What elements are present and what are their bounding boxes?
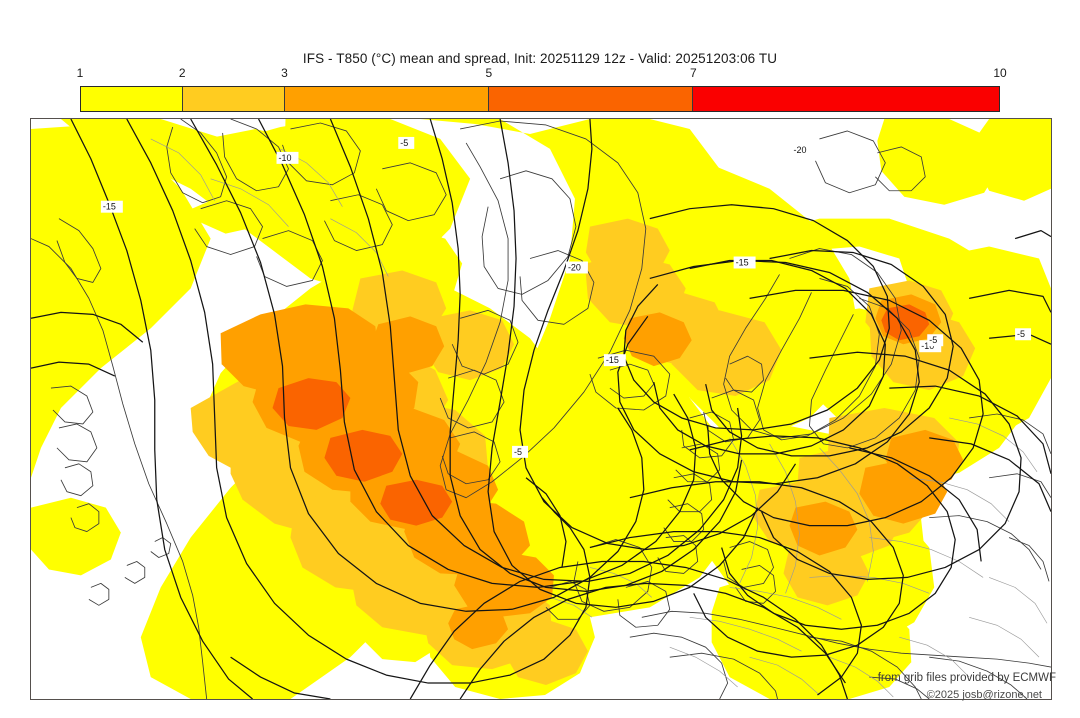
data-source-attribution: from grib files provided by ECMWF: [877, 672, 1056, 684]
contour-labels: -20 -20 -15 -15 -15 -10: [100, 136, 1032, 458]
copyright-attribution: ©2025 josb@rizone.net: [926, 689, 1042, 701]
colorbar-tick-7: 7: [689, 66, 697, 80]
contour-label: -5: [514, 447, 522, 457]
colorbar-tick-1: 1: [76, 66, 84, 80]
colorbar: 1 2 3 5 7 10: [77, 66, 1007, 112]
contour-label: -15: [736, 258, 749, 268]
contour-label: -5: [929, 335, 937, 345]
colorbar-gradient: [80, 86, 1000, 112]
colorbar-segment-2: [183, 87, 285, 111]
contour-label: -20: [794, 145, 807, 155]
colorbar-segment-5: [693, 87, 999, 111]
contour-label: -20: [568, 262, 581, 272]
spread-shading-level-4: [272, 304, 930, 526]
contour-label: -5: [1017, 329, 1025, 339]
colorbar-tick-3: 3: [281, 66, 288, 80]
colorbar-segment-1: [81, 87, 183, 111]
weather-map[interactable]: -20 -20 -15 -15 -15 -10: [31, 119, 1051, 699]
coastlines: [31, 119, 1051, 699]
page-title: IFS - T850 (°C) mean and spread, Init: 2…: [302, 51, 778, 66]
colorbar-tick-2: 2: [178, 66, 186, 80]
mean-contours: [31, 119, 1051, 699]
contour-label: -15: [103, 202, 116, 212]
contour-label: -5: [400, 138, 408, 148]
contour-label: -15: [606, 355, 619, 365]
colorbar-segment-3: [285, 87, 489, 111]
colorbar-segment-4: [489, 87, 693, 111]
colorbar-tick-5: 5: [485, 66, 493, 80]
country-borders: [150, 138, 1048, 698]
contour-label: -10: [279, 153, 292, 163]
map-panel[interactable]: -20 -20 -15 -15 -15 -10: [30, 118, 1052, 700]
colorbar-tick-10: 10: [993, 66, 1007, 80]
